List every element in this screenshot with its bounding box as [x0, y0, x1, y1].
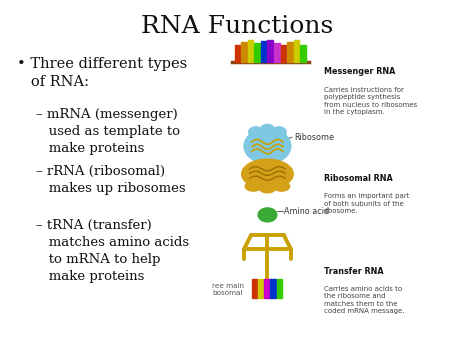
Text: Ribosome: Ribosome: [294, 133, 334, 142]
Text: – tRNA (transfer)
   matches amino acids
   to mRNA to help
   make proteins: – tRNA (transfer) matches amino acids to…: [36, 219, 189, 283]
Text: Forms an important part
of both subunits of the
ribosome.: Forms an important part of both subunits…: [324, 193, 409, 214]
Text: RNA Functions: RNA Functions: [141, 15, 333, 38]
Ellipse shape: [244, 129, 291, 164]
Bar: [241, 42, 247, 62]
Bar: [294, 40, 299, 62]
Text: Messenger RNA: Messenger RNA: [324, 67, 395, 76]
Text: Carries amino acids to
the ribosome and
matches them to the
coded mRNA message.: Carries amino acids to the ribosome and …: [324, 286, 404, 314]
Text: – mRNA (messenger)
   used as template to
   make proteins: – mRNA (messenger) used as template to m…: [36, 108, 180, 155]
Bar: [267, 40, 273, 62]
Text: Carries instructions for
polypeptide synthesis
from nucleus to ribosomes
in the : Carries instructions for polypeptide syn…: [324, 87, 417, 115]
Ellipse shape: [245, 181, 262, 191]
Bar: [261, 41, 266, 62]
Bar: [281, 45, 286, 62]
Circle shape: [258, 208, 277, 222]
Ellipse shape: [273, 181, 290, 191]
Text: Transfer RNA: Transfer RNA: [324, 267, 383, 275]
Ellipse shape: [260, 124, 274, 135]
Text: Ribosomal RNA: Ribosomal RNA: [324, 174, 392, 183]
Bar: [255, 43, 260, 62]
Bar: [235, 45, 240, 62]
Ellipse shape: [272, 127, 286, 137]
Ellipse shape: [249, 127, 263, 137]
Ellipse shape: [259, 183, 276, 193]
Text: Amino acid: Amino acid: [284, 207, 329, 216]
Bar: [248, 40, 254, 62]
Text: ree main
bosomal: ree main bosomal: [211, 283, 244, 296]
Bar: [271, 279, 276, 298]
Bar: [258, 279, 264, 298]
Text: • Three different types
   of RNA:: • Three different types of RNA:: [17, 57, 187, 89]
Bar: [277, 279, 282, 298]
Bar: [300, 45, 306, 62]
Bar: [274, 43, 280, 62]
Ellipse shape: [242, 159, 293, 189]
Text: – rRNA (ribosomal)
   makes up ribosomes: – rRNA (ribosomal) makes up ribosomes: [36, 165, 185, 195]
Bar: [287, 42, 293, 62]
Bar: [252, 279, 257, 298]
Bar: [264, 279, 270, 298]
